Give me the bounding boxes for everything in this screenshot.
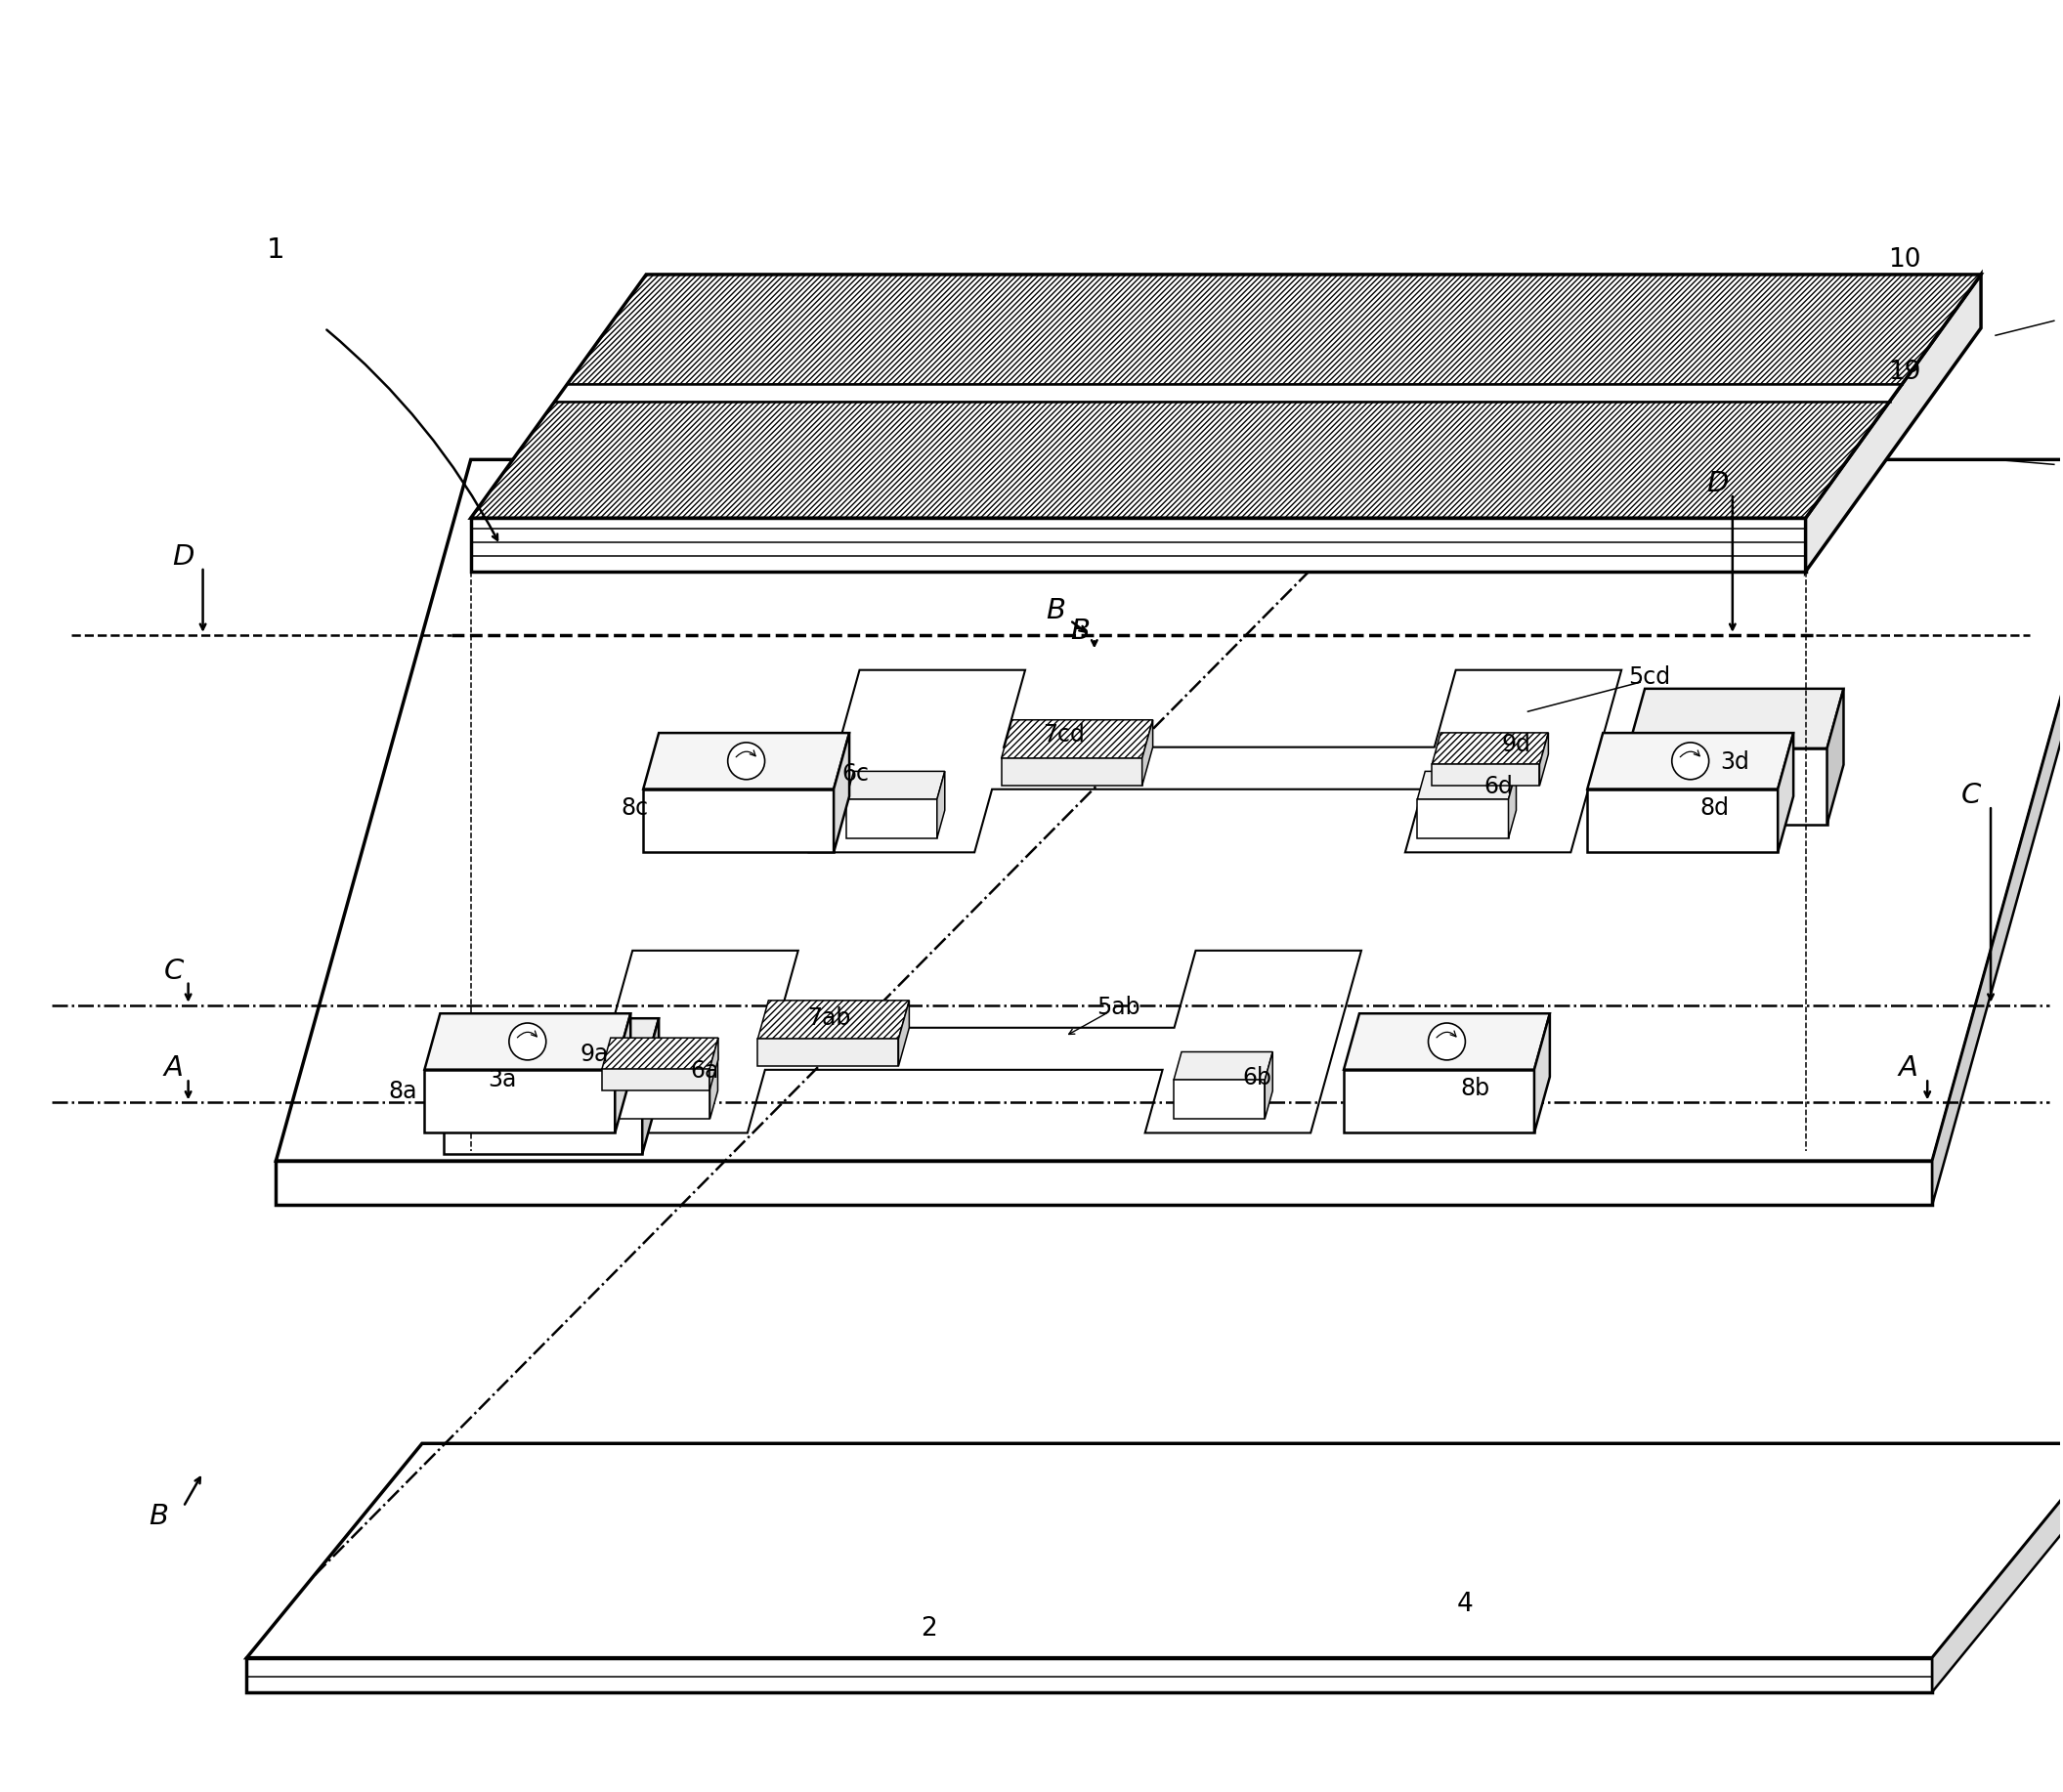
Polygon shape	[1432, 765, 1539, 785]
Polygon shape	[937, 771, 945, 839]
Polygon shape	[1508, 771, 1516, 839]
Polygon shape	[846, 799, 937, 839]
Polygon shape	[1933, 1444, 2063, 1692]
Polygon shape	[1628, 688, 1844, 749]
Polygon shape	[248, 1658, 1933, 1692]
Text: 6d: 6d	[1483, 776, 1514, 799]
Polygon shape	[1432, 733, 1549, 765]
Polygon shape	[444, 1079, 642, 1154]
Text: 9d: 9d	[1502, 733, 1531, 756]
Polygon shape	[1001, 720, 1153, 758]
Polygon shape	[1417, 771, 1516, 799]
Polygon shape	[1265, 1052, 1273, 1118]
Polygon shape	[615, 1014, 631, 1133]
Text: D: D	[1706, 470, 1729, 498]
Polygon shape	[644, 788, 833, 853]
Text: 6a: 6a	[691, 1059, 720, 1082]
Polygon shape	[1343, 1014, 1549, 1070]
Text: B: B	[149, 1503, 169, 1530]
Polygon shape	[1174, 1081, 1265, 1118]
Polygon shape	[1586, 733, 1793, 788]
Text: 2: 2	[920, 1616, 937, 1641]
Text: 8d: 8d	[1700, 797, 1729, 821]
Polygon shape	[567, 274, 1980, 383]
Polygon shape	[248, 1444, 2063, 1658]
Polygon shape	[470, 518, 1805, 572]
Text: 5ab: 5ab	[1098, 995, 1141, 1020]
Text: B: B	[1046, 597, 1065, 624]
Text: 4: 4	[1456, 1591, 1473, 1616]
Text: 8a: 8a	[388, 1081, 417, 1104]
Text: C: C	[163, 957, 184, 984]
Polygon shape	[642, 1018, 658, 1154]
Text: 6c: 6c	[842, 763, 869, 787]
Polygon shape	[1535, 1014, 1549, 1133]
Circle shape	[1428, 1023, 1465, 1061]
Polygon shape	[1174, 1052, 1273, 1081]
Polygon shape	[444, 1018, 658, 1079]
Circle shape	[510, 1023, 547, 1061]
Polygon shape	[644, 733, 850, 788]
Polygon shape	[470, 401, 1890, 518]
Text: A: A	[163, 1055, 184, 1082]
Circle shape	[728, 742, 765, 780]
Text: 10: 10	[1888, 247, 1921, 272]
Text: 1: 1	[266, 237, 285, 263]
Polygon shape	[602, 1070, 710, 1091]
Polygon shape	[757, 1000, 910, 1039]
Polygon shape	[1628, 749, 1828, 824]
Text: 3d: 3d	[1721, 751, 1749, 774]
Polygon shape	[833, 733, 850, 853]
Polygon shape	[1778, 733, 1793, 853]
Polygon shape	[1001, 758, 1143, 785]
Text: 3a: 3a	[489, 1068, 518, 1091]
Text: C: C	[1962, 781, 1980, 810]
Polygon shape	[1933, 459, 2063, 1204]
Polygon shape	[899, 1000, 910, 1066]
Polygon shape	[1343, 1070, 1535, 1133]
Text: A: A	[1898, 1055, 1919, 1082]
Polygon shape	[710, 1038, 718, 1091]
Polygon shape	[1828, 688, 1844, 824]
Polygon shape	[846, 771, 945, 799]
Polygon shape	[619, 1081, 710, 1118]
Text: 7cd: 7cd	[1044, 724, 1085, 747]
Text: 5cd: 5cd	[1628, 665, 1671, 690]
Polygon shape	[1143, 720, 1153, 785]
Polygon shape	[710, 1052, 718, 1118]
Polygon shape	[582, 950, 1362, 1133]
Text: 8c: 8c	[621, 797, 648, 821]
Polygon shape	[1539, 733, 1549, 785]
Polygon shape	[425, 1014, 631, 1070]
Text: B: B	[1071, 618, 1089, 645]
Polygon shape	[276, 459, 2063, 1161]
Polygon shape	[1417, 799, 1508, 839]
Text: 8b: 8b	[1461, 1077, 1489, 1100]
Polygon shape	[809, 670, 1622, 853]
Text: 19: 19	[1888, 358, 1921, 385]
Polygon shape	[619, 1052, 718, 1081]
Circle shape	[1671, 742, 1708, 780]
Text: D: D	[173, 543, 194, 570]
Text: 6b: 6b	[1242, 1066, 1273, 1090]
Polygon shape	[602, 1038, 718, 1070]
Polygon shape	[425, 1070, 615, 1133]
Polygon shape	[555, 383, 1902, 401]
Polygon shape	[1586, 788, 1778, 853]
Text: 9a: 9a	[580, 1043, 609, 1066]
Polygon shape	[757, 1039, 899, 1066]
Text: 7ab: 7ab	[807, 1007, 850, 1030]
Polygon shape	[1805, 274, 1980, 572]
Polygon shape	[276, 1161, 1933, 1204]
